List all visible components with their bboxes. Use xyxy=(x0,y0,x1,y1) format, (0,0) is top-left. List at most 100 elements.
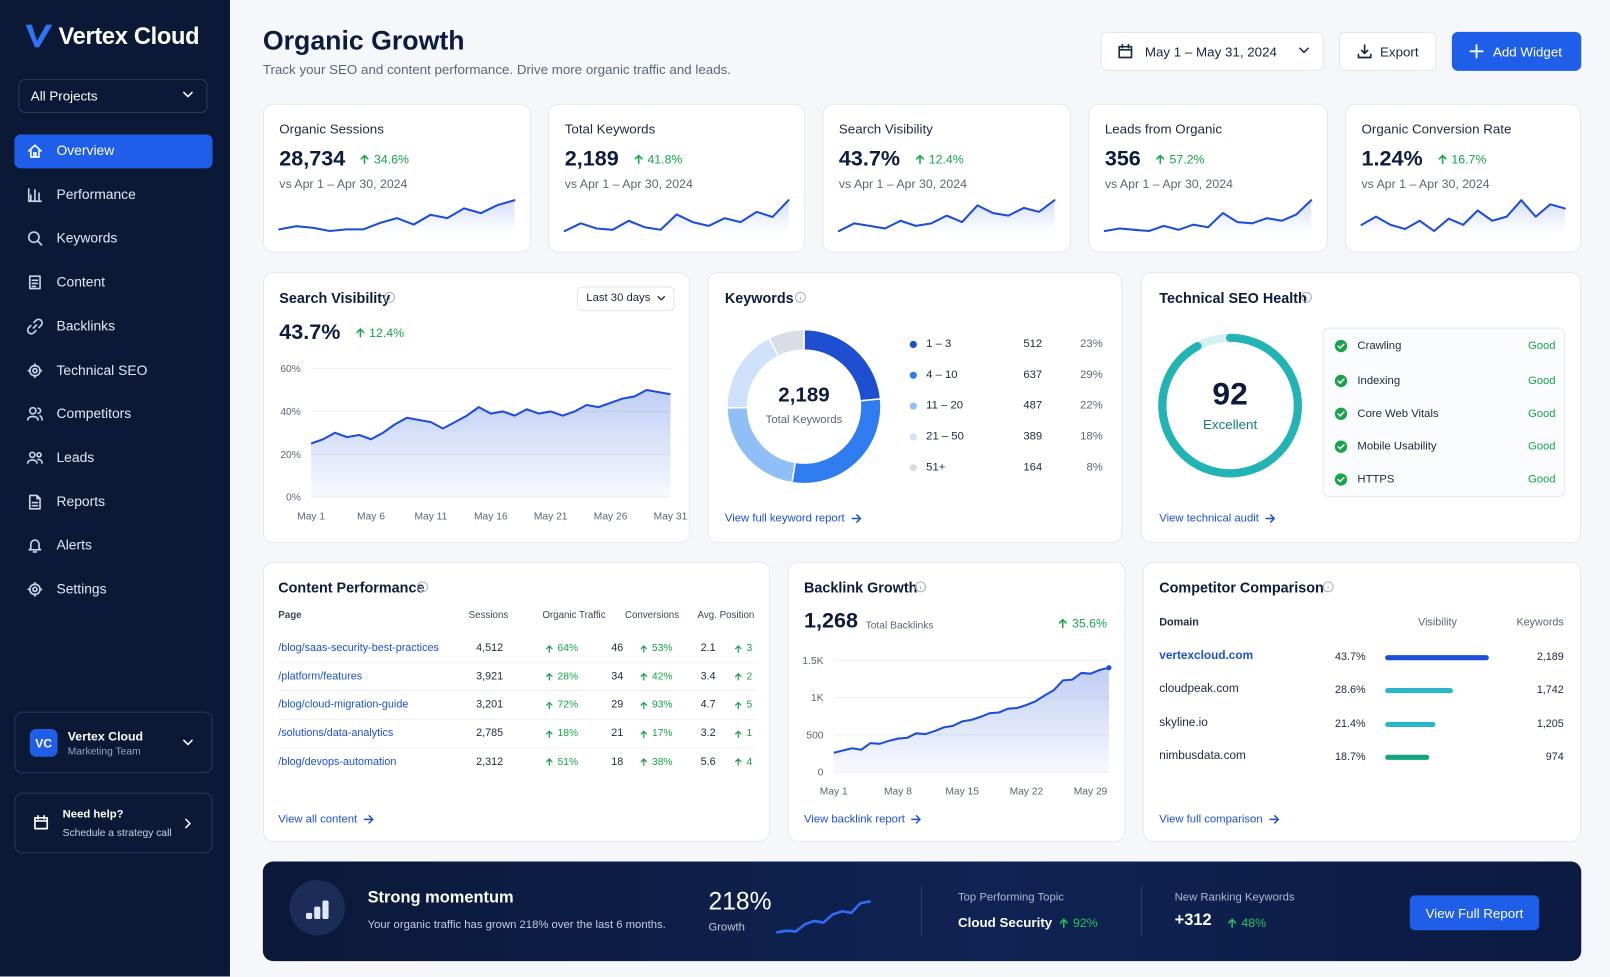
account-card[interactable] xyxy=(14,711,213,774)
column-header: Sessions xyxy=(468,609,509,622)
growth-value: 218% xyxy=(708,888,772,916)
arrow-up-path xyxy=(546,644,553,653)
arrow-right xyxy=(363,815,374,824)
arrow-up xyxy=(1438,154,1447,165)
link[interactable]: View full comparison xyxy=(1159,811,1364,827)
link-text[interactable]: View full comparison xyxy=(1159,813,1263,826)
page-link[interactable]: /platform/features xyxy=(278,670,363,683)
info-icon xyxy=(1322,581,1334,593)
period-label[interactable]: Last 30 days xyxy=(586,291,651,304)
link[interactable]: View all content xyxy=(278,811,483,827)
column-header: Keywords xyxy=(1516,616,1564,629)
nav-item[interactable]: Leads xyxy=(56,449,95,466)
avatar-initials: VC xyxy=(35,736,53,751)
nav-icon-path xyxy=(27,231,43,247)
link-text[interactable]: View backlink report xyxy=(803,813,905,826)
arrow-up xyxy=(640,729,648,738)
cell-conversion-change: 17% xyxy=(640,727,691,740)
nav-item[interactable]: Keywords xyxy=(56,230,118,246)
check-icon xyxy=(1334,339,1348,353)
calendar-icon-path xyxy=(1118,43,1133,59)
kpi-comparison: vs Apr 1 – Apr 30, 2024 xyxy=(838,176,967,191)
project-select[interactable] xyxy=(18,79,208,113)
link-text[interactable]: View technical audit xyxy=(1159,512,1259,525)
arrow-up-path xyxy=(546,729,553,738)
date-picker[interactable] xyxy=(1100,31,1324,71)
change: 93% xyxy=(640,700,673,711)
report-button[interactable] xyxy=(1409,895,1540,931)
arrow-up xyxy=(735,701,742,710)
page-link[interactable]: /blog/cloud-migration-guide xyxy=(278,698,409,711)
bar xyxy=(1385,754,1430,760)
change: 12.4% xyxy=(355,325,404,340)
arrow-up xyxy=(546,758,553,767)
help-card[interactable] xyxy=(14,792,213,854)
change-value: 17% xyxy=(652,728,673,740)
chevron-down-path xyxy=(183,91,193,98)
chevron-right xyxy=(185,818,191,829)
period-select[interactable] xyxy=(577,286,675,312)
info-icon xyxy=(915,581,926,593)
nav-item[interactable]: Alerts xyxy=(56,537,92,553)
arrow-up xyxy=(915,154,924,165)
cell-position-change: 1 xyxy=(734,727,765,740)
check-mark xyxy=(1337,378,1345,385)
link-text[interactable]: View full keyword report xyxy=(724,512,845,525)
link-text[interactable]: View all content xyxy=(278,813,358,826)
info-icon xyxy=(417,581,428,593)
cell-conversion-change: 42% xyxy=(640,670,691,683)
change-value: 64% xyxy=(557,642,579,655)
kpi-comparison: vs Apr 1 – Apr 30, 2024 xyxy=(564,176,693,191)
check-icon xyxy=(1334,440,1348,453)
nav-item[interactable]: Overview xyxy=(56,142,115,159)
arrow-up-path xyxy=(735,673,742,681)
change: 42% xyxy=(640,671,673,682)
arrow-up-path xyxy=(1058,618,1067,629)
page-link[interactable]: /blog/saas-security-best-practices xyxy=(278,641,439,655)
nav-item[interactable]: Competitors xyxy=(56,405,132,422)
nav-item[interactable]: Backlinks xyxy=(56,318,116,334)
add-widget-label[interactable]: Add Widget xyxy=(1492,44,1562,60)
change: 53% xyxy=(640,643,673,654)
change-value: 42% xyxy=(652,671,673,683)
export-button[interactable] xyxy=(1338,31,1437,71)
page-link[interactable]: /blog/devops-automation xyxy=(278,755,397,768)
nav-item[interactable]: Settings xyxy=(56,581,107,597)
legend-label: 51+ xyxy=(926,461,946,474)
link[interactable]: View full keyword report xyxy=(725,510,930,526)
nav-item[interactable]: Content xyxy=(56,274,106,290)
nav-item[interactable]: Technical SEO xyxy=(56,361,148,378)
arrow-up-path xyxy=(634,154,643,165)
report-button-label[interactable]: View Full Report xyxy=(1425,905,1524,922)
sparkline-line xyxy=(1360,199,1566,233)
link[interactable]: View backlink report xyxy=(804,811,1009,827)
nav-item[interactable]: Reports xyxy=(56,493,106,509)
arrow-up xyxy=(735,644,742,653)
arrow-up-path xyxy=(735,644,742,653)
kpi-value-row: 2,189 41.8% xyxy=(565,146,791,173)
check-status: Good xyxy=(1527,339,1556,353)
cell-sessions: 4,512 xyxy=(476,641,504,655)
account-team: Marketing Team xyxy=(67,746,141,758)
check-name: Core Web Vitals xyxy=(1357,407,1439,420)
page-link[interactable]: /solutions/data-analytics xyxy=(278,727,394,740)
visibility-label: 43.7% xyxy=(1335,650,1366,664)
chevron-down-path xyxy=(657,296,666,301)
arrow-right xyxy=(1269,815,1280,824)
date-range[interactable]: May 1 – May 31, 2024 xyxy=(1144,44,1277,60)
new-keywords: +312 xyxy=(1174,911,1212,930)
arrow-up xyxy=(634,154,643,165)
link[interactable]: View technical audit xyxy=(1159,510,1364,526)
nav-item[interactable]: Performance xyxy=(56,186,136,202)
cell-conversions: 21 xyxy=(611,727,624,740)
card-title: Technical SEO Health xyxy=(1159,289,1307,306)
legend-dot xyxy=(909,371,917,379)
check-status: Good xyxy=(1527,407,1556,420)
change: 35.6% xyxy=(1058,616,1107,630)
export-label[interactable]: Export xyxy=(1380,44,1419,60)
arrow-up-path xyxy=(546,673,553,681)
project-select-label[interactable]: All Projects xyxy=(30,88,98,104)
nav-active[interactable] xyxy=(14,133,213,168)
legend-dot xyxy=(909,432,917,440)
nav-icon xyxy=(28,539,42,554)
